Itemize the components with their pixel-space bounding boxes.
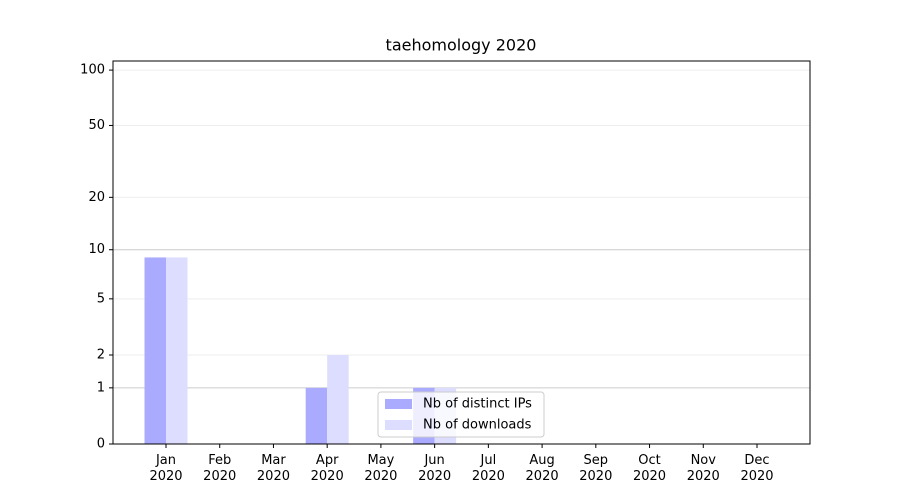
x-tick-label: Dec 2020 <box>740 453 774 484</box>
y-tick-label: 5 <box>97 291 105 306</box>
x-tick-label: Jul 2020 <box>471 453 505 484</box>
legend-box <box>377 391 545 438</box>
legend-label: Nb of distinct IPs <box>423 397 532 412</box>
x-tick-label: Nov 2020 <box>686 453 720 484</box>
legend-label: Nb of downloads <box>423 418 532 433</box>
x-tick-label: Jun 2020 <box>418 453 452 484</box>
legend-swatch <box>385 420 412 430</box>
x-tick-label: Feb 2020 <box>203 453 237 484</box>
x-tick-label: Sep 2020 <box>579 453 613 484</box>
legend: Nb of distinct IPs Nb of downloads <box>377 391 545 438</box>
y-tick-label: 0 <box>97 437 105 452</box>
legend-swatch <box>385 399 412 409</box>
y-tick-label: 100 <box>80 63 105 78</box>
x-tick-label: Mar 2020 <box>256 453 290 484</box>
y-tick-label: 50 <box>88 118 105 133</box>
y-tick-label: 10 <box>88 242 105 257</box>
y-tick-label: 20 <box>88 190 105 205</box>
plot-frame <box>112 60 811 445</box>
chart-title: taehomology 2020 <box>386 36 537 55</box>
bar <box>305 387 328 444</box>
bar <box>327 354 349 444</box>
y-tick-label: 2 <box>97 347 105 362</box>
x-tick-label: Oct 2020 <box>632 453 667 484</box>
x-tick-label: Jan 2020 <box>149 453 183 484</box>
x-tick-label: May 2020 <box>364 453 398 484</box>
x-tick-label: Apr 2020 <box>310 453 344 484</box>
bar <box>144 257 166 444</box>
bar <box>166 257 188 444</box>
y-tick-label: 1 <box>97 380 105 395</box>
x-tick-label: Aug 2020 <box>525 453 559 484</box>
